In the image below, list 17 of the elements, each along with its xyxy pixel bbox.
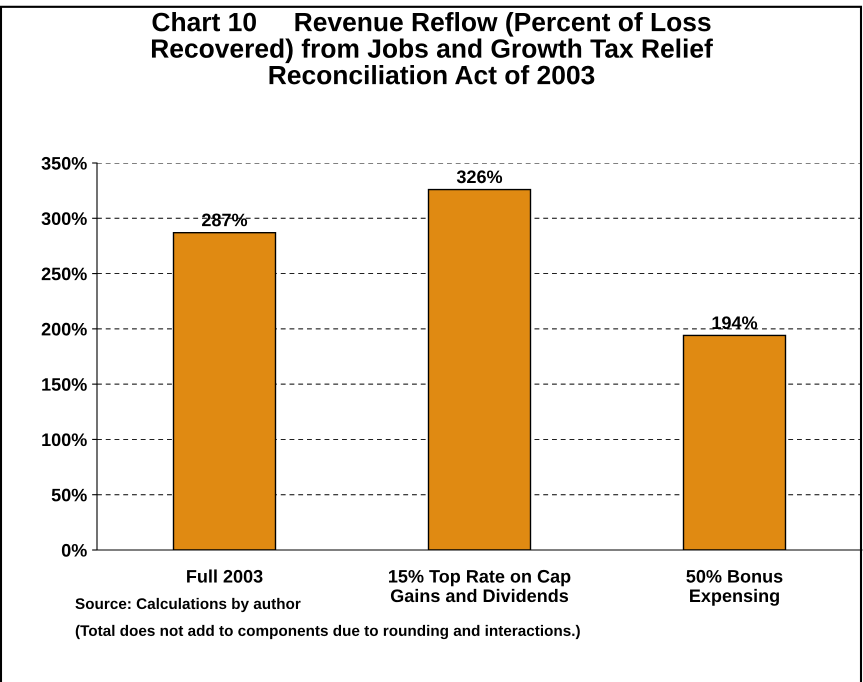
y-tick-label: 100% [42, 433, 87, 446]
data-label: 326% [456, 170, 502, 184]
y-tick-label: 250% [42, 268, 87, 280]
y-tick-label: 50% [52, 488, 87, 502]
y-tick-label: 350% [42, 156, 87, 170]
y-tick-label: 200% [42, 322, 87, 336]
chart-title: Chart 10 Revenue Reflow (Percent of Loss Recovered) from Jobs and Growth Tax Relief Reconciliation Act of 2003 [152, 12, 713, 84]
x-tick-label: 15% Top Rate on Cap Gains and Dividends [389, 570, 570, 602]
x-tick-label: Full 2003 [187, 569, 262, 583]
y-tick-label: 0% [62, 544, 87, 557]
data-label: 194% [712, 316, 758, 330]
data-label: 287% [202, 214, 248, 226]
y-tick-label: 300% [42, 212, 87, 226]
text: (Total does not add to components due to rounding and interactions.) [76, 624, 580, 640]
y-tick-label: 150% [42, 378, 87, 391]
source-note: Source: Calculations by author [75, 598, 301, 612]
x-tick-label: 50% Bonus Expensing [686, 570, 782, 606]
